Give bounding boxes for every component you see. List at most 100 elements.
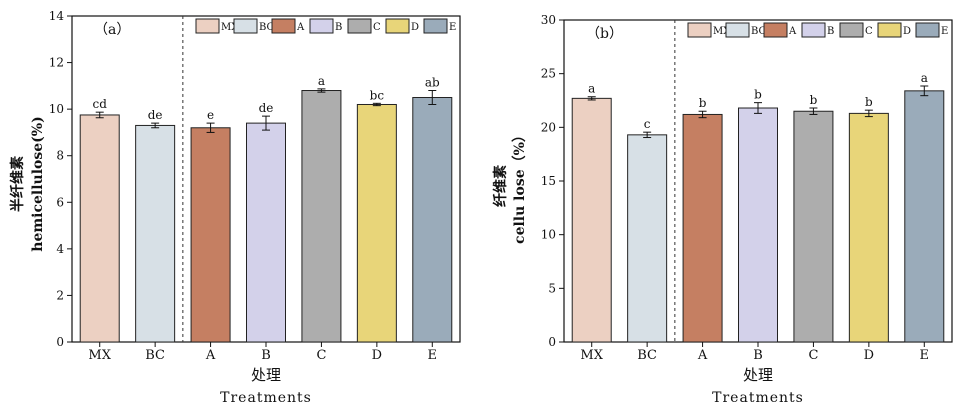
legend-label-C: C xyxy=(373,22,381,33)
bar-A xyxy=(190,127,231,343)
x-axis-title-en: Treatments xyxy=(220,390,312,406)
y-tick-label: 15 xyxy=(541,174,556,188)
x-tick-label-B: B xyxy=(753,348,763,363)
y-tick-label: 0 xyxy=(548,335,556,349)
legend-label-D: D xyxy=(411,22,419,33)
significance-label-BC: c xyxy=(644,117,651,131)
legend-swatch-C xyxy=(347,18,372,34)
bar-BC xyxy=(627,134,668,343)
legend-label-A: A xyxy=(296,22,305,33)
y-tick-label: 2 xyxy=(56,288,64,302)
y-tick-label: 0 xyxy=(56,335,64,349)
legend-swatch-E xyxy=(915,22,940,38)
bar-B xyxy=(246,122,286,343)
panel-label: （a） xyxy=(94,22,130,38)
y-tick-label: 14 xyxy=(49,9,65,23)
x-tick-label-D: D xyxy=(372,348,382,363)
legend-label-BC: BC xyxy=(751,26,767,37)
significance-label-E: a xyxy=(921,71,928,85)
legend-swatch-B xyxy=(309,18,334,34)
significance-label-A: e xyxy=(207,108,214,122)
y-axis-title-en: hemicellulose(%) xyxy=(30,116,46,251)
y-tick-label: 4 xyxy=(56,242,64,256)
x-tick-label-MX: MX xyxy=(580,348,603,363)
x-tick-label-MX: MX xyxy=(88,348,111,363)
bar-D xyxy=(848,112,889,343)
legend-swatch-A xyxy=(763,22,788,38)
legend-label-B: B xyxy=(335,22,342,33)
bar-MX xyxy=(79,114,120,343)
x-axis-title-en: Treatments xyxy=(712,390,804,406)
x-axis-title-zh: 处理 xyxy=(251,366,281,384)
significance-label-D: bc xyxy=(370,88,385,102)
x-tick-label-C: C xyxy=(316,348,326,363)
legend-label-D: D xyxy=(903,26,911,37)
legend-swatch-BC xyxy=(725,22,750,38)
legend-label-BC: BC xyxy=(259,22,275,33)
legend-swatch-MX xyxy=(687,22,712,38)
x-tick-label-A: A xyxy=(205,348,216,363)
significance-label-B: b xyxy=(754,88,762,102)
significance-label-B: de xyxy=(259,101,274,115)
x-tick-label-E: E xyxy=(428,348,438,363)
x-tick-label-E: E xyxy=(920,348,930,363)
x-tick-label-B: B xyxy=(261,348,271,363)
panel-label: （b） xyxy=(586,26,623,42)
x-tick-label-A: A xyxy=(697,348,708,363)
significance-label-C: b xyxy=(810,93,818,107)
bar-C xyxy=(793,110,834,343)
bar-C xyxy=(301,90,342,343)
significance-label-D: b xyxy=(865,95,873,109)
y-tick-label: 6 xyxy=(56,195,64,209)
bar-MX xyxy=(571,97,612,343)
bar-E xyxy=(904,90,945,343)
legend-label-MX: MX xyxy=(713,26,731,37)
legend-label-A: A xyxy=(788,26,797,37)
legend-label-C: C xyxy=(865,26,873,37)
legend: MX BC A B C D E xyxy=(195,18,456,34)
significance-label-E: ab xyxy=(425,76,440,90)
legend-swatch-B xyxy=(801,22,826,38)
y-tick-label: 30 xyxy=(541,13,556,27)
bar-E xyxy=(412,97,453,343)
legend-swatch-BC xyxy=(233,18,258,34)
legend-label-B: B xyxy=(827,26,834,37)
legend-swatch-MX xyxy=(195,18,220,34)
significance-label-MX: a xyxy=(588,82,595,96)
y-tick-label: 20 xyxy=(541,120,556,134)
legend-label-MX: MX xyxy=(221,22,239,33)
bar-B xyxy=(738,107,778,343)
legend-swatch-D xyxy=(877,22,902,38)
significance-label-C: a xyxy=(318,74,325,88)
legend-swatch-D xyxy=(385,18,410,34)
y-tick-label: 10 xyxy=(49,102,64,116)
bar-D xyxy=(356,103,397,343)
bar-BC xyxy=(135,124,176,343)
x-tick-label-C: C xyxy=(808,348,818,363)
y-tick-label: 12 xyxy=(49,56,64,70)
x-tick-label-D: D xyxy=(864,348,874,363)
y-axis-title-zh: 纤维素 xyxy=(492,165,509,207)
significance-label-BC: de xyxy=(148,108,163,122)
x-tick-label-BC: BC xyxy=(145,348,165,363)
y-tick-label: 5 xyxy=(548,281,556,295)
bar-A xyxy=(682,113,723,343)
chart-panel-a: 02468101214cdMXdeBCeAdeBaCbcDabE处理Treatm… xyxy=(9,9,461,406)
x-tick-label-BC: BC xyxy=(637,348,657,363)
legend-label-E: E xyxy=(941,26,948,37)
legend-swatch-E xyxy=(423,18,448,34)
chart-panel-b: 051015202530aMXcBCbAbBbCbDaE处理Treatments… xyxy=(492,13,953,406)
y-tick-label: 10 xyxy=(541,228,556,242)
y-axis-title-zh: 半纤维素 xyxy=(9,156,26,212)
legend-swatch-C xyxy=(839,22,864,38)
legend: MX BC A B C D E xyxy=(687,22,948,38)
legend-swatch-A xyxy=(271,18,296,34)
y-axis-title-en: cellu lose（%） xyxy=(512,128,528,244)
x-axis-title-zh: 处理 xyxy=(743,366,773,384)
y-tick-label: 25 xyxy=(541,67,556,81)
significance-label-MX: cd xyxy=(93,97,108,111)
legend-label-E: E xyxy=(449,22,456,33)
y-tick-label: 8 xyxy=(56,149,64,163)
